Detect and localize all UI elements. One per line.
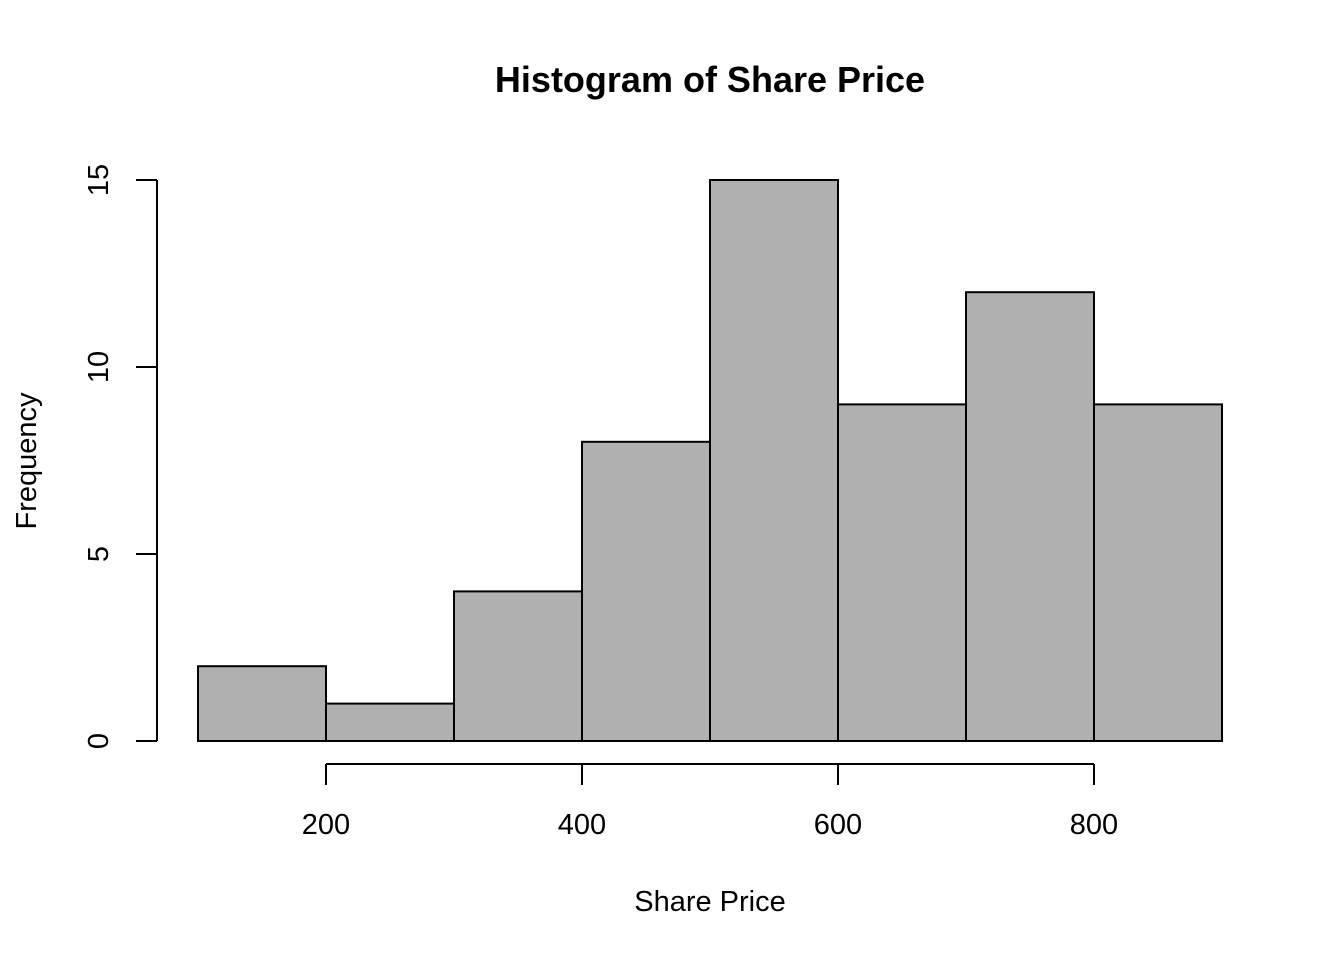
- x-tick-label-600: 600: [814, 809, 862, 841]
- y-tick-label-10: 10: [83, 351, 115, 383]
- y-axis-title: Frequency: [11, 392, 43, 530]
- y-tick-label-5: 5: [83, 546, 115, 562]
- histogram-bar-800-900: [1093, 403, 1223, 742]
- y-tick-label-15: 15: [83, 164, 115, 196]
- histogram-bar-700-800: [965, 291, 1095, 742]
- histogram-bar-200-300: [325, 702, 455, 742]
- x-axis: 200 400 600 800: [302, 763, 1118, 841]
- x-axis-title: Share Price: [634, 886, 786, 918]
- chart-title: Histogram of Share Price: [495, 59, 925, 100]
- y-axis: 0 5 10 15: [83, 164, 158, 749]
- histogram-bars: [197, 179, 1223, 743]
- x-tick-label-800: 800: [1070, 809, 1118, 841]
- histogram-bar-600-700: [837, 403, 967, 742]
- histogram-bar-100-200: [197, 665, 327, 743]
- x-tick-label-400: 400: [558, 809, 606, 841]
- y-tick-label-0: 0: [83, 733, 115, 749]
- x-tick-label-200: 200: [302, 809, 350, 841]
- histogram-bar-500-600: [709, 179, 839, 742]
- histogram-bar-400-500: [581, 440, 711, 742]
- histogram-bar-300-400: [453, 590, 583, 743]
